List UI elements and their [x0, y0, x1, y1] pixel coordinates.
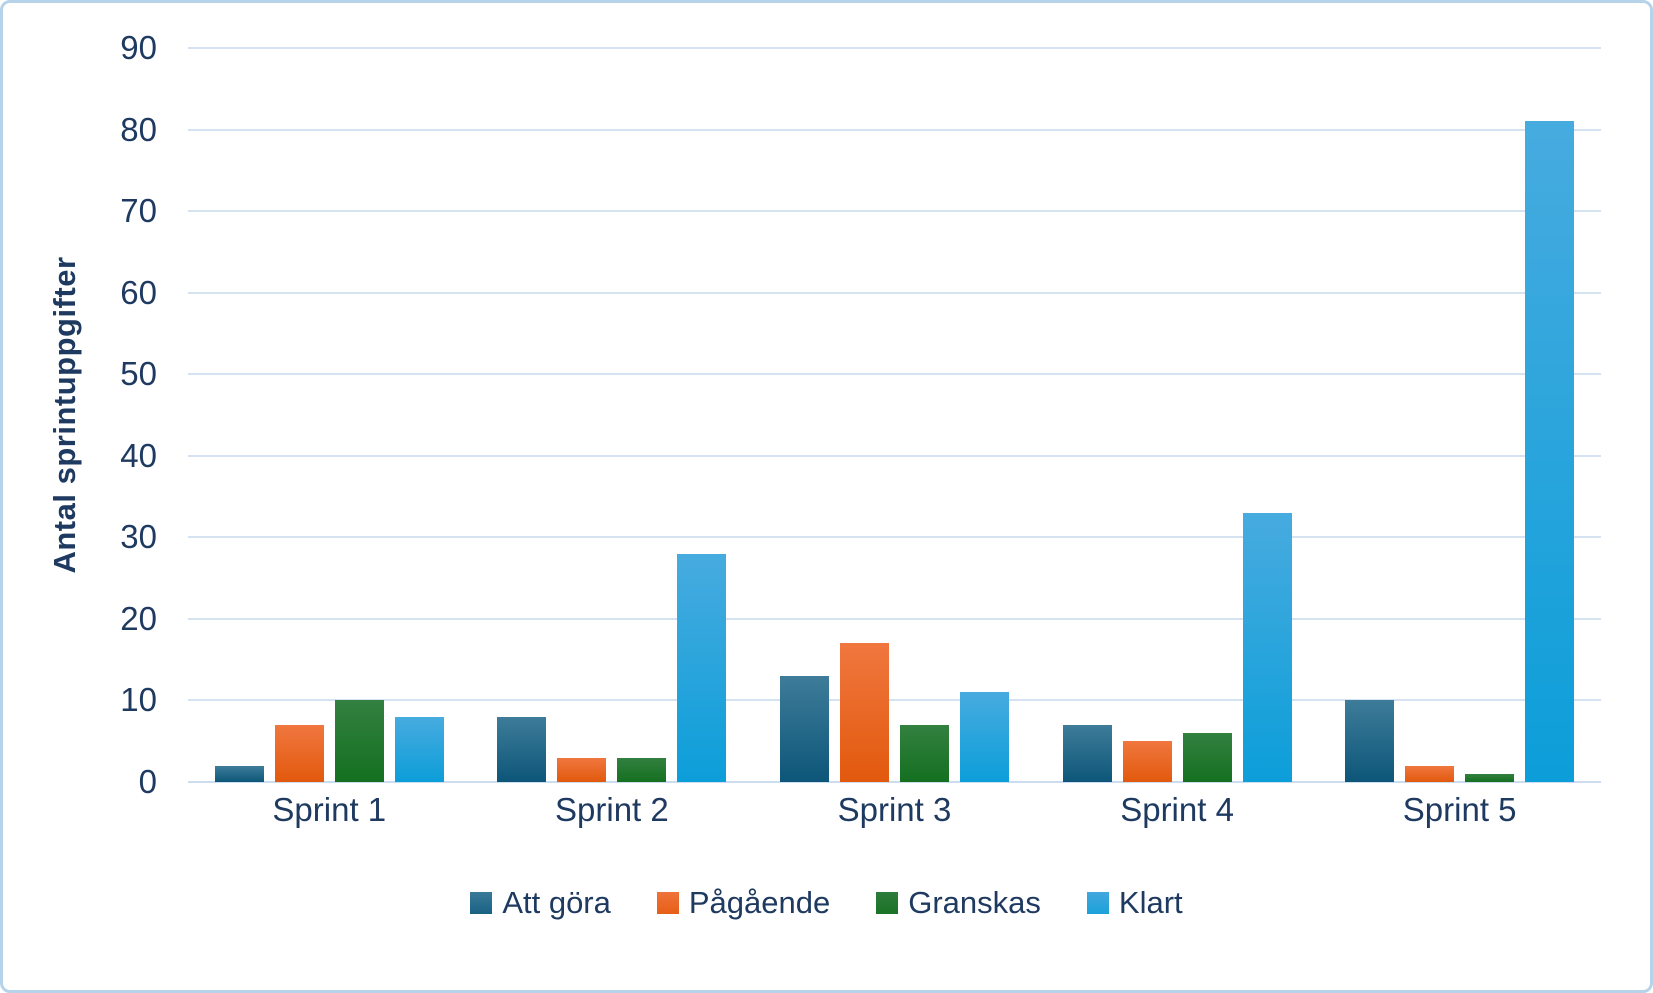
bar-att-gora-sprint-4	[1062, 724, 1112, 782]
x-label-sprint-3: Sprint 3	[837, 791, 952, 828]
bar-granskas-sprint-2	[617, 757, 667, 782]
gridline-40	[188, 454, 1601, 457]
gridline-10	[188, 699, 1601, 702]
bar-group-sprint-1	[188, 48, 471, 782]
legend-label-att-gora: Att göra	[502, 885, 611, 920]
gridline-70	[188, 210, 1601, 213]
bar-group-sprint-3	[753, 48, 1036, 782]
bar-klart-sprint-1	[394, 716, 444, 782]
legend: Att göra Pågående Granskas Klart	[3, 885, 1650, 921]
y-tick-label-90: 90	[120, 29, 157, 66]
y-tick-label-30: 30	[120, 518, 157, 556]
x-label-sprint-2: Sprint 2	[555, 791, 669, 828]
x-label-sprint-4: Sprint 4	[1120, 791, 1234, 828]
gridline-30	[188, 536, 1601, 539]
legend-item-klart: Klart	[1086, 885, 1183, 921]
legend-swatch-klart	[1086, 892, 1109, 914]
x-axis-line	[188, 781, 1601, 783]
gridline-20	[188, 617, 1601, 620]
bar-klart-sprint-2	[677, 553, 727, 782]
bar-group-sprint-5	[1318, 48, 1601, 782]
bar-granskas-sprint-1	[334, 700, 384, 782]
legend-swatch-att-gora	[470, 892, 493, 914]
bar-group-sprint-2	[471, 48, 754, 782]
bar-pagaende-sprint-3	[839, 643, 889, 782]
bar-granskas-sprint-4	[1182, 733, 1232, 782]
bar-att-gora-sprint-3	[779, 675, 829, 782]
legend-swatch-granskas	[876, 892, 899, 914]
y-tick-label-50: 50	[120, 355, 157, 393]
y-tick-label-70: 70	[120, 192, 157, 230]
bar-att-gora-sprint-5	[1345, 700, 1395, 782]
legend-item-pagaende: Pågående	[656, 885, 831, 921]
legend-item-att-gora: Att göra	[470, 885, 611, 921]
bar-att-gora-sprint-2	[497, 716, 547, 782]
legend-label-klart: Klart	[1118, 885, 1183, 920]
bar-granskas-sprint-5	[1465, 773, 1515, 782]
y-tick-label-0: 0	[138, 763, 157, 800]
bar-groups	[188, 48, 1601, 782]
y-tick-label-80: 80	[120, 110, 157, 148]
y-tick-label-60: 60	[120, 273, 157, 311]
y-tick-label-20: 20	[120, 599, 157, 637]
gridline-80	[188, 128, 1601, 131]
plot-area	[188, 47, 1601, 783]
y-tick-label-10: 10	[120, 681, 157, 719]
bar-att-gora-sprint-1	[214, 765, 264, 782]
bar-group-sprint-4	[1036, 48, 1319, 782]
gridline-90	[188, 47, 1601, 49]
legend-item-granskas: Granskas	[876, 885, 1041, 921]
gridline-60	[188, 291, 1601, 294]
y-tick-label-40: 40	[120, 436, 157, 474]
x-label-sprint-5: Sprint 5	[1402, 791, 1517, 828]
bar-pagaende-sprint-4	[1122, 741, 1172, 782]
bar-klart-sprint-5	[1525, 121, 1575, 782]
bar-pagaende-sprint-1	[274, 724, 324, 782]
gridline-50	[188, 373, 1601, 376]
bar-pagaende-sprint-2	[557, 757, 607, 782]
bar-klart-sprint-4	[1242, 512, 1292, 782]
legend-label-pagaende: Pågående	[688, 885, 831, 920]
y-axis-tick-labels: 0 10 20 30 40 50 60 70 80 90	[3, 29, 171, 800]
x-axis-labels: Sprint 1 Sprint 2 Sprint 3 Sprint 4 Sprint 5	[188, 791, 1601, 829]
bar-klart-sprint-3	[959, 692, 1009, 782]
legend-label-granskas: Granskas	[908, 885, 1041, 920]
bar-pagaende-sprint-5	[1405, 765, 1455, 782]
legend-swatch-pagaende	[656, 892, 679, 914]
bar-granskas-sprint-3	[899, 724, 949, 782]
x-label-sprint-1: Sprint 1	[272, 791, 387, 828]
